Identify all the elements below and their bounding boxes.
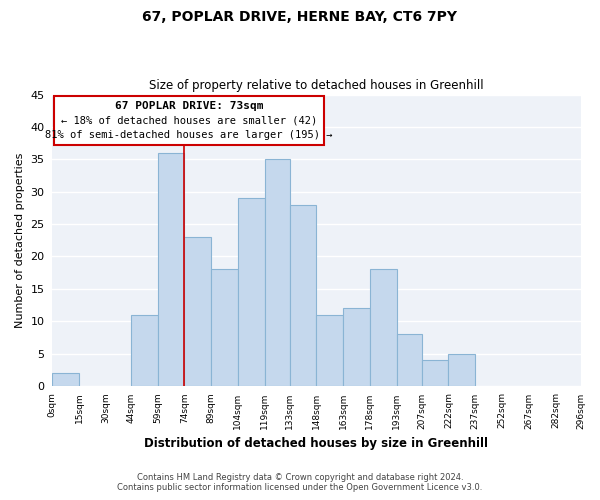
Bar (397, 334, 422, 386)
Text: 67, POPLAR DRIVE, HERNE BAY, CT6 7PY: 67, POPLAR DRIVE, HERNE BAY, CT6 7PY (143, 10, 458, 24)
Bar (343, 308, 370, 386)
Bar (316, 315, 343, 386)
Bar (370, 270, 397, 386)
Bar (422, 360, 448, 386)
Bar (448, 354, 475, 386)
Text: Contains HM Land Registry data © Crown copyright and database right 2024.
Contai: Contains HM Land Registry data © Crown c… (118, 473, 482, 492)
Bar (290, 204, 316, 386)
Bar (131, 315, 158, 386)
Bar (184, 237, 211, 386)
Text: 81% of semi-detached houses are larger (195) →: 81% of semi-detached houses are larger (… (45, 130, 332, 140)
Bar (265, 160, 290, 386)
Bar (158, 153, 184, 386)
Text: 67 POPLAR DRIVE: 73sqm: 67 POPLAR DRIVE: 73sqm (115, 101, 263, 111)
Bar (52, 373, 79, 386)
FancyBboxPatch shape (54, 96, 323, 145)
Y-axis label: Number of detached properties: Number of detached properties (15, 152, 25, 328)
X-axis label: Distribution of detached houses by size in Greenhill: Distribution of detached houses by size … (145, 437, 488, 450)
Title: Size of property relative to detached houses in Greenhill: Size of property relative to detached ho… (149, 79, 484, 92)
Bar (211, 270, 238, 386)
Text: ← 18% of detached houses are smaller (42): ← 18% of detached houses are smaller (42… (61, 116, 317, 126)
Bar (238, 198, 265, 386)
